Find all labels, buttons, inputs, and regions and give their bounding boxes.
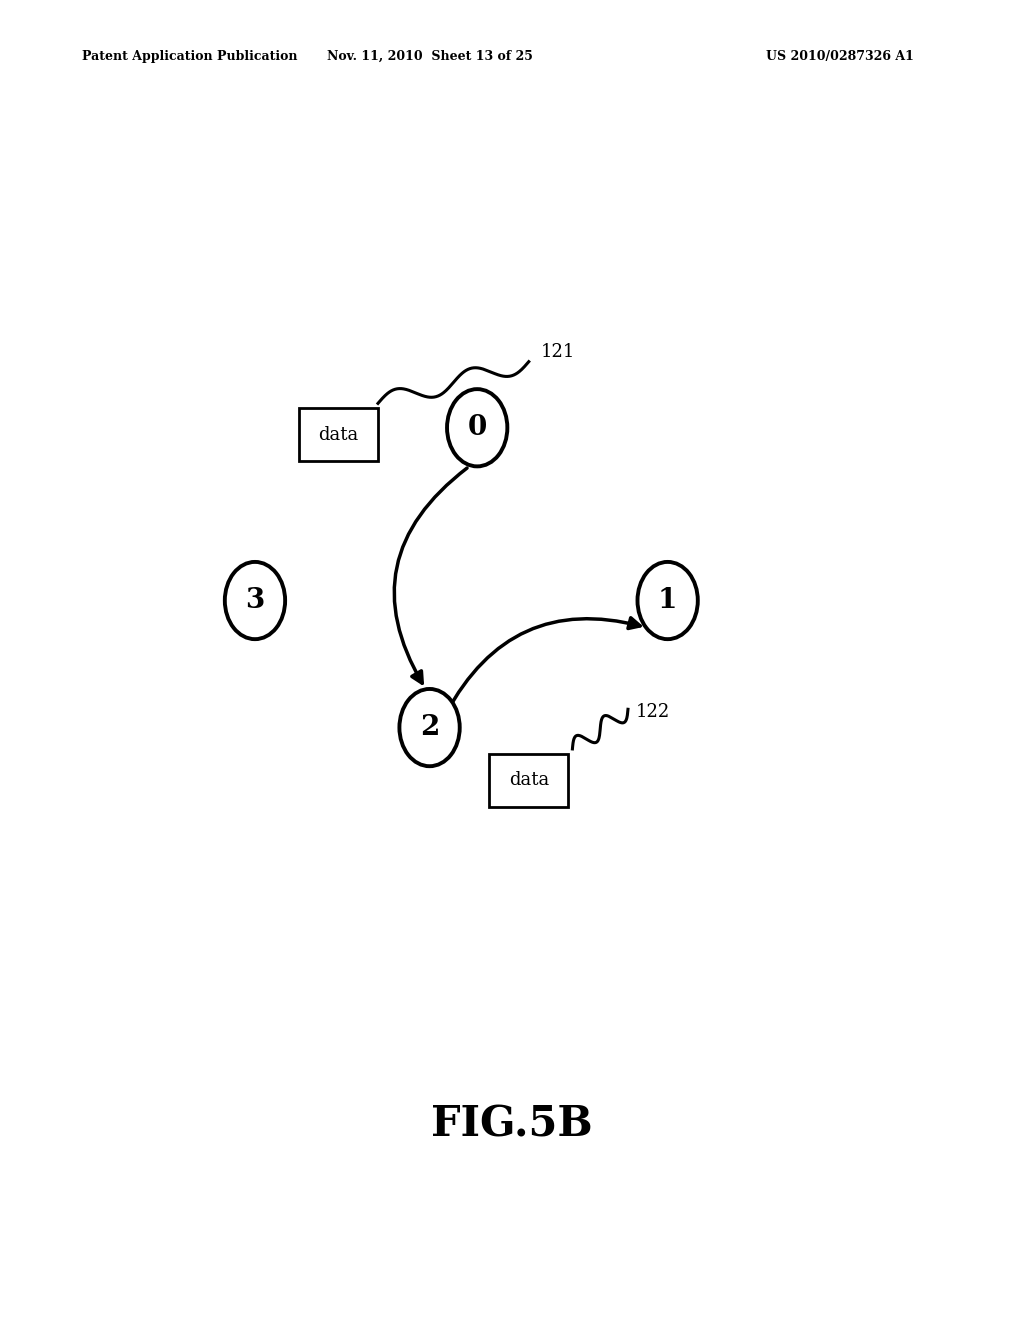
Circle shape [638, 562, 697, 639]
Text: US 2010/0287326 A1: US 2010/0287326 A1 [766, 50, 913, 63]
Text: Patent Application Publication: Patent Application Publication [82, 50, 297, 63]
Text: 2: 2 [420, 714, 439, 741]
Circle shape [225, 562, 285, 639]
FancyBboxPatch shape [299, 408, 378, 461]
Text: 3: 3 [246, 587, 264, 614]
Text: 122: 122 [636, 704, 670, 721]
Text: 1: 1 [658, 587, 677, 614]
Text: 121: 121 [541, 342, 575, 360]
Circle shape [399, 689, 460, 766]
Circle shape [447, 389, 507, 466]
FancyBboxPatch shape [489, 754, 568, 807]
Text: Nov. 11, 2010  Sheet 13 of 25: Nov. 11, 2010 Sheet 13 of 25 [327, 50, 534, 63]
Text: 0: 0 [468, 414, 486, 441]
Text: data: data [318, 426, 358, 444]
Text: FIG.5B: FIG.5B [431, 1104, 593, 1146]
Text: data: data [509, 771, 549, 789]
